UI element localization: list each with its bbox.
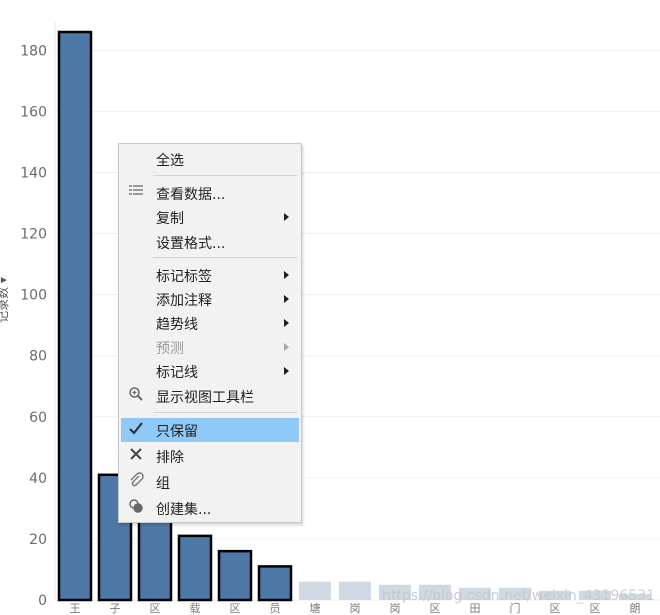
menu-item-label: 查看数据... bbox=[156, 187, 226, 203]
menu-item-label: 只保留 bbox=[156, 424, 198, 440]
x-tick-label[interactable]: 岗 bbox=[390, 602, 401, 615]
submenu-arrow-icon bbox=[284, 343, 289, 351]
submenu-arrow-icon bbox=[284, 367, 289, 375]
y-tick-label: 40 bbox=[29, 471, 47, 487]
paperclip-icon bbox=[127, 472, 145, 490]
menu-item-copy[interactable]: 复制 bbox=[121, 205, 299, 229]
x-tick-label[interactable]: 员 bbox=[270, 602, 281, 615]
x-tick-label[interactable]: 塘 bbox=[310, 601, 321, 615]
x-tick-label[interactable]: 区 bbox=[150, 602, 161, 615]
y-tick-label: 60 bbox=[29, 410, 47, 426]
x-icon bbox=[127, 446, 145, 464]
bar[interactable] bbox=[137, 513, 173, 602]
menu-separator bbox=[153, 412, 297, 413]
menu-item-format[interactable]: 设置格式... bbox=[121, 230, 299, 254]
menu-item-reference-line[interactable]: 标记线 bbox=[121, 359, 299, 383]
y-tick-label: 140 bbox=[20, 165, 47, 181]
menu-item-label: 复制 bbox=[156, 211, 184, 227]
y-axis-title[interactable]: 记录数 ▾ bbox=[0, 277, 10, 323]
x-tick-label[interactable]: 区 bbox=[550, 602, 561, 615]
x-tick-label[interactable]: 载 bbox=[190, 602, 201, 615]
menu-item-label: 排除 bbox=[156, 450, 184, 466]
check-icon bbox=[127, 420, 145, 438]
y-tick-label: 20 bbox=[29, 532, 47, 548]
watermark-text: https://blog.csdn.net/weixin_43196531 bbox=[382, 588, 656, 604]
bar[interactable] bbox=[177, 534, 213, 602]
bar[interactable] bbox=[339, 581, 371, 600]
x-tick-label[interactable]: 田 bbox=[470, 602, 481, 615]
x-tick-label[interactable]: 门 bbox=[510, 601, 521, 615]
x-tick-label[interactable]: 区 bbox=[590, 602, 601, 615]
menu-separator bbox=[153, 257, 297, 258]
bar[interactable] bbox=[579, 590, 611, 600]
menu-item-annotate[interactable]: 添加注释 bbox=[121, 287, 299, 311]
menu-item-label: 设置格式... bbox=[156, 236, 226, 252]
sets-icon bbox=[127, 498, 145, 516]
table-icon bbox=[127, 183, 145, 201]
submenu-arrow-icon bbox=[284, 213, 289, 221]
menu-item-exclude[interactable]: 排除 bbox=[121, 444, 299, 468]
y-tick-label: 80 bbox=[29, 349, 47, 365]
menu-item-group[interactable]: 组 bbox=[121, 470, 299, 494]
submenu-arrow-icon bbox=[284, 295, 289, 303]
bar[interactable] bbox=[619, 593, 651, 600]
x-tick-label[interactable]: 区 bbox=[430, 602, 441, 615]
y-tick-label: 120 bbox=[20, 227, 47, 243]
zoom-icon bbox=[127, 386, 145, 404]
menu-item-label: 预测 bbox=[156, 341, 184, 357]
menu-item-keep-only[interactable]: 只保留 bbox=[121, 418, 299, 442]
bar[interactable] bbox=[299, 581, 331, 600]
y-tick-label: 100 bbox=[20, 288, 47, 304]
x-tick-label[interactable]: 岗 bbox=[350, 602, 361, 615]
y-tick-label: 160 bbox=[20, 104, 47, 120]
menu-item-label: 趋势线 bbox=[156, 317, 198, 333]
bar[interactable] bbox=[217, 549, 253, 602]
bar[interactable] bbox=[379, 584, 411, 600]
x-tick-label[interactable]: 朗 bbox=[630, 602, 641, 615]
menu-item-label: 组 bbox=[156, 476, 170, 492]
submenu-arrow-icon bbox=[284, 319, 289, 327]
x-tick-label[interactable]: 子 bbox=[110, 602, 121, 615]
bar[interactable] bbox=[499, 587, 531, 600]
y-tick-label: 0 bbox=[38, 593, 47, 609]
menu-item-mark-labels[interactable]: 标记标签 bbox=[121, 263, 299, 287]
bar[interactable] bbox=[419, 584, 451, 600]
submenu-arrow-icon bbox=[284, 271, 289, 279]
bar[interactable] bbox=[257, 565, 293, 602]
menu-item-label: 标记线 bbox=[156, 365, 198, 381]
menu-item-label: 全选 bbox=[156, 153, 184, 169]
menu-item-trend-line[interactable]: 趋势线 bbox=[121, 311, 299, 335]
menu-item-view-data[interactable]: 查看数据... bbox=[121, 181, 299, 205]
menu-separator bbox=[153, 175, 297, 176]
menu-item-label: 显示视图工具栏 bbox=[156, 390, 254, 406]
context-menu: 全选 查看数据... 复制 设置格式... 标记标签 添加注释 趋势线 预测 bbox=[118, 143, 302, 523]
menu-item-create-set[interactable]: 创建集... bbox=[121, 496, 299, 520]
menu-item-label: 创建集... bbox=[156, 502, 212, 518]
bar[interactable] bbox=[539, 590, 571, 600]
x-tick-label[interactable]: 区 bbox=[230, 602, 241, 615]
menu-item-label: 标记标签 bbox=[156, 269, 212, 285]
x-tick-label[interactable]: 王 bbox=[70, 602, 81, 615]
menu-item-forecast: 预测 bbox=[121, 335, 299, 359]
bar[interactable] bbox=[57, 30, 93, 602]
menu-item-show-toolbar[interactable]: 显示视图工具栏 bbox=[121, 384, 299, 408]
menu-item-label: 添加注释 bbox=[156, 293, 212, 309]
menu-item-select-all[interactable]: 全选 bbox=[121, 147, 299, 171]
bar[interactable] bbox=[459, 587, 491, 600]
y-tick-label: 180 bbox=[20, 43, 47, 59]
